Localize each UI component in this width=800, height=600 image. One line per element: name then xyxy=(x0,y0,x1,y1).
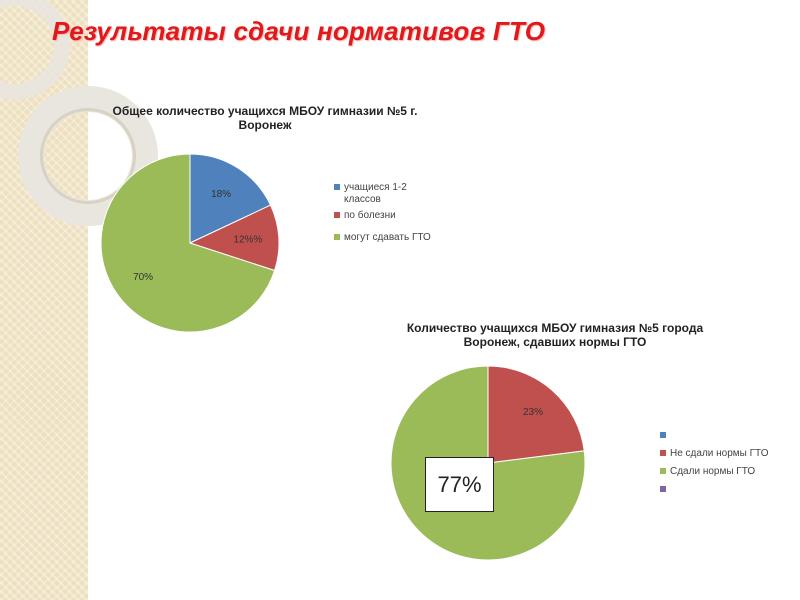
legend-swatch xyxy=(660,468,666,474)
legend-item: Не сдали нормы ГТО xyxy=(660,448,800,462)
legend-item: учащиеся 1-2 классов xyxy=(334,182,444,210)
legend-swatch xyxy=(334,212,340,218)
pie-data-label: 12%% xyxy=(233,234,262,245)
legend-swatch xyxy=(660,450,666,456)
legend-swatch xyxy=(334,184,340,190)
pie-slice xyxy=(189,153,272,244)
legend-label: Не сдали нормы ГТО xyxy=(670,448,769,459)
pie-data-label: 18% xyxy=(211,189,231,200)
chart-title: Количество учащихся МБОУ гимназия №5 гор… xyxy=(406,321,704,349)
legend-swatch xyxy=(660,486,666,492)
legend-swatch xyxy=(334,234,340,240)
pie-slice xyxy=(100,153,276,333)
pie-slice xyxy=(487,365,585,464)
pie-data-label: 70% xyxy=(133,272,153,283)
pie-data-label: 23% xyxy=(523,407,543,418)
legend-label: по болезни xyxy=(344,210,396,221)
legend-item xyxy=(660,484,800,498)
legend-item: Сдали нормы ГТО xyxy=(660,466,800,480)
decorative-ring xyxy=(40,108,136,204)
legend-item xyxy=(660,430,800,444)
legend-swatch xyxy=(660,432,666,438)
legend-label: Сдали нормы ГТО xyxy=(670,466,756,477)
legend-item: по болезни xyxy=(334,210,444,224)
legend-label: могут сдавать ГТО xyxy=(344,232,431,243)
legend-label: учащиеся 1-2 классов xyxy=(344,182,407,205)
chart-legend: учащиеся 1-2 классов по болезни могут сд… xyxy=(334,182,444,246)
legend-item: могут сдавать ГТО xyxy=(334,232,444,246)
chart-title: Общее количество учащихся МБОУ гимназии … xyxy=(112,104,418,132)
slide-title: Результаты сдачи нормативов ГТО xyxy=(52,16,546,46)
pie-chart-total-students: 18% 12%% 70% xyxy=(100,153,280,333)
percentage-callout: 77% xyxy=(425,457,494,512)
pie-slice xyxy=(188,204,280,272)
chart-legend: Не сдали нормы ГТО Сдали нормы ГТО xyxy=(660,430,800,498)
